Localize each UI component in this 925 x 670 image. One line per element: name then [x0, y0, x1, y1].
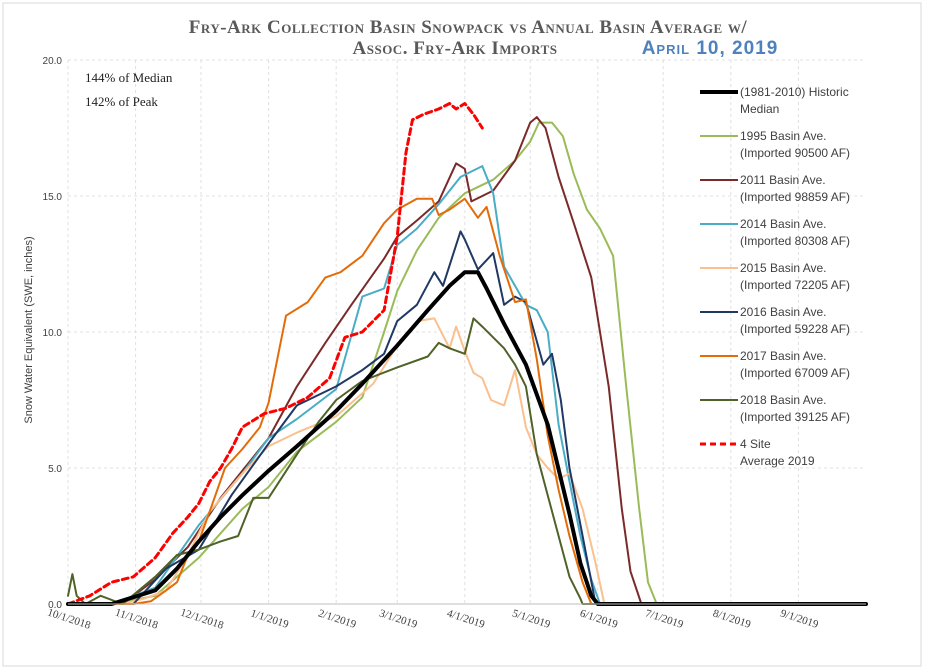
series-layer — [66, 102, 868, 606]
legend-label-2018: 2018 Basin Ave. — [740, 393, 827, 407]
legend-sublabel-avg2019: Average 2019 — [740, 454, 815, 468]
series-line-avg2019 — [66, 102, 484, 606]
legend-label-2014: 2014 Basin Ave. — [740, 217, 827, 231]
y-tick-label: 0.0 — [48, 600, 62, 611]
y-tick-label: 10.0 — [43, 328, 63, 339]
legend-label-2016: 2016 Basin Ave. — [740, 305, 827, 319]
legend-sublabel-median: Median — [740, 102, 779, 116]
series-line-2016 — [67, 230, 867, 605]
series-line-2018 — [67, 317, 867, 605]
y-tick-label: 5.0 — [48, 464, 62, 475]
annotation-peak-pct: 142% of Peak — [85, 94, 158, 109]
legend-sublabel-2011: (Imported 98859 AF) — [740, 190, 850, 204]
chart-date: April 10, 2019 — [642, 38, 779, 59]
legend-label-2015: 2015 Basin Ave. — [740, 261, 827, 275]
legend-label-median: (1981-2010) Historic — [740, 85, 849, 99]
chart-title-line2: Assoc. Fry-Ark Imports — [353, 38, 558, 59]
legend-label-avg2019: 4 Site — [740, 437, 771, 451]
series-line-median — [66, 270, 868, 606]
series-line-1995 — [67, 121, 867, 605]
y-tick-label: 15.0 — [43, 192, 63, 203]
legend-sublabel-2018: (Imported 39125 AF) — [740, 410, 850, 424]
annotation-median-pct: 144% of Median — [85, 70, 173, 85]
y-tick-label: 20.0 — [43, 56, 63, 67]
legend-label-2011: 2011 Basin Ave. — [740, 173, 826, 187]
legend-sublabel-1995: (Imported 90500 AF) — [740, 146, 850, 160]
series-line-2011 — [67, 116, 867, 605]
chart-legend: (1981-2010) Historic Median 1995 Basin Ave… — [700, 85, 850, 468]
legend-label-2017: 2017 Basin Ave. — [740, 349, 827, 363]
legend-sublabel-2017: (Imported 67009 AF) — [740, 366, 850, 380]
legend-sublabel-2014: (Imported 80308 AF) — [740, 234, 850, 248]
y-axis-ticks: 0.0 5.0 10.0 15.0 20.0 — [43, 56, 63, 611]
legend-label-1995: 1995 Basin Ave. — [740, 129, 827, 143]
legend-sublabel-2016: (Imported 59228 AF) — [740, 322, 850, 336]
y-axis-label: Snow Water Equivalent (SWE, inches) — [23, 236, 35, 423]
chart-title-line1: Fry-Ark Collection Basin Snowpack vs Ann… — [189, 17, 748, 38]
series-line-2014 — [67, 165, 867, 605]
plot-gridlines — [67, 59, 866, 604]
legend-sublabel-2015: (Imported 72205 AF) — [740, 278, 850, 292]
